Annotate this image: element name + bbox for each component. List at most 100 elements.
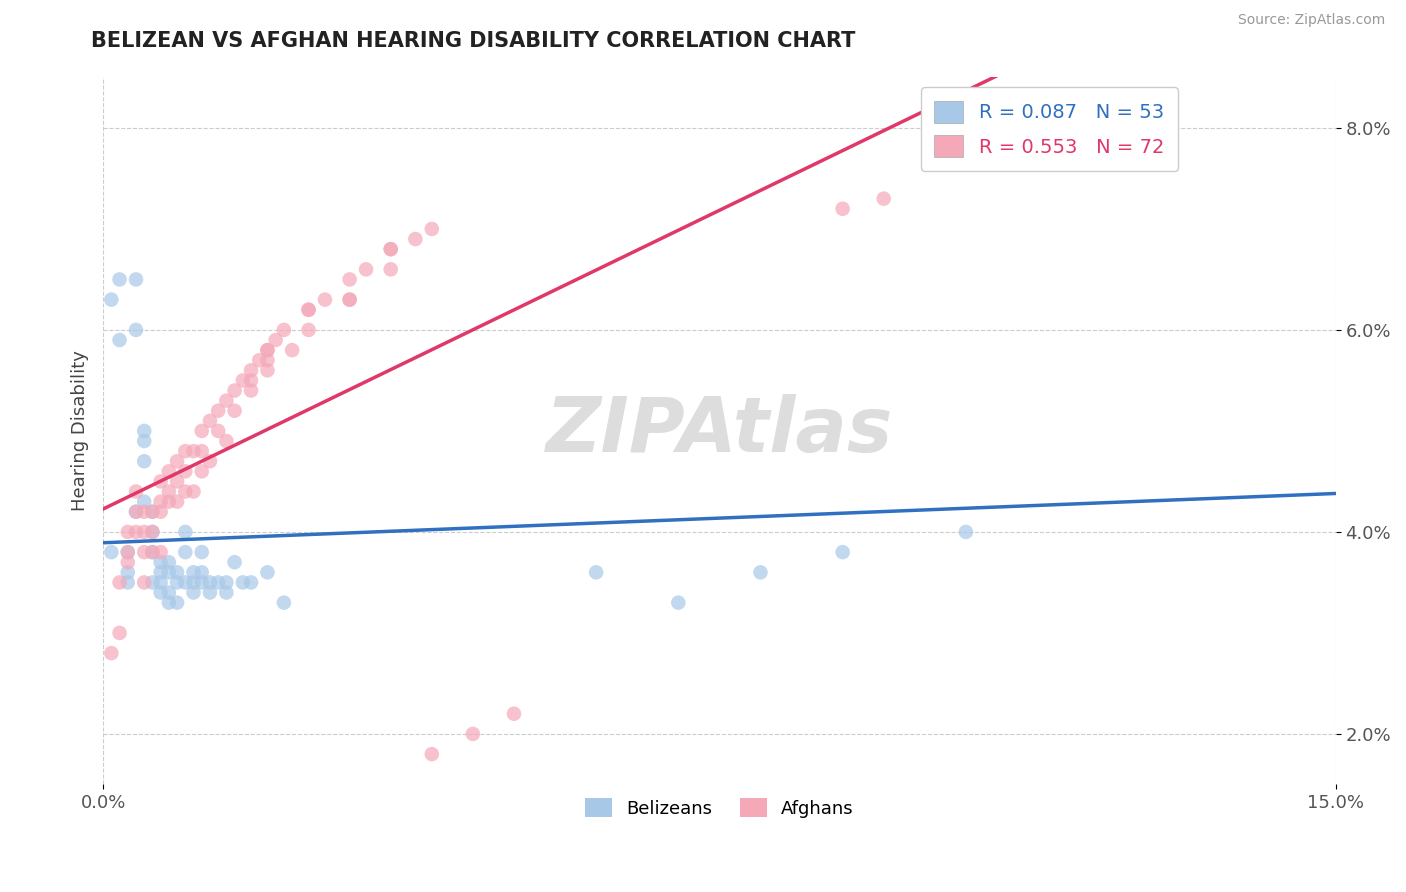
Point <box>157 555 180 569</box>
Point <box>339 293 361 307</box>
Point <box>157 494 180 508</box>
Point <box>207 424 229 438</box>
Point <box>354 262 377 277</box>
Point <box>134 454 156 468</box>
Point <box>831 202 853 216</box>
Point <box>174 524 197 539</box>
Point <box>224 555 246 569</box>
Point <box>149 566 172 580</box>
Point <box>215 393 238 408</box>
Point <box>224 384 246 398</box>
Point <box>190 444 212 458</box>
Point <box>749 566 772 580</box>
Point <box>461 727 484 741</box>
Point <box>141 505 163 519</box>
Y-axis label: Hearing Disability: Hearing Disability <box>72 351 89 511</box>
Point <box>117 524 139 539</box>
Point <box>141 524 163 539</box>
Point <box>297 302 319 317</box>
Point <box>166 494 188 508</box>
Point <box>125 505 148 519</box>
Text: Source: ZipAtlas.com: Source: ZipAtlas.com <box>1237 13 1385 28</box>
Point <box>100 293 122 307</box>
Point <box>117 545 139 559</box>
Legend: Belizeans, Afghans: Belizeans, Afghans <box>578 790 860 825</box>
Point <box>157 596 180 610</box>
Point <box>149 585 172 599</box>
Point <box>141 505 163 519</box>
Point <box>420 747 443 761</box>
Point <box>190 575 212 590</box>
Point <box>108 333 131 347</box>
Point <box>134 424 156 438</box>
Point <box>134 494 156 508</box>
Point <box>955 524 977 539</box>
Point <box>215 575 238 590</box>
Point <box>404 232 426 246</box>
Point <box>125 524 148 539</box>
Point <box>207 403 229 417</box>
Point <box>380 242 402 256</box>
Point <box>125 505 148 519</box>
Point <box>183 484 205 499</box>
Point <box>339 272 361 286</box>
Point <box>117 575 139 590</box>
Point <box>174 484 197 499</box>
Point <box>380 262 402 277</box>
Point <box>141 575 163 590</box>
Point <box>190 424 212 438</box>
Point <box>174 545 197 559</box>
Point <box>141 545 163 559</box>
Point <box>240 384 263 398</box>
Point <box>134 434 156 448</box>
Point <box>134 524 156 539</box>
Point <box>183 585 205 599</box>
Point <box>198 585 221 599</box>
Point <box>117 566 139 580</box>
Point <box>256 343 278 358</box>
Point <box>256 363 278 377</box>
Point <box>149 475 172 489</box>
Point <box>108 626 131 640</box>
Point <box>183 566 205 580</box>
Point <box>174 575 197 590</box>
Point <box>831 545 853 559</box>
Point <box>117 555 139 569</box>
Point <box>166 475 188 489</box>
Point <box>100 545 122 559</box>
Point <box>666 596 689 610</box>
Point <box>108 575 131 590</box>
Point <box>166 566 188 580</box>
Point <box>134 575 156 590</box>
Point <box>157 464 180 478</box>
Point <box>232 373 254 387</box>
Point <box>166 454 188 468</box>
Point <box>141 524 163 539</box>
Point <box>183 575 205 590</box>
Point <box>273 596 295 610</box>
Point <box>247 353 270 368</box>
Point <box>380 242 402 256</box>
Point <box>149 505 172 519</box>
Point <box>240 575 263 590</box>
Point <box>339 293 361 307</box>
Point <box>190 464 212 478</box>
Point <box>149 494 172 508</box>
Point <box>420 222 443 236</box>
Point <box>174 444 197 458</box>
Point <box>157 566 180 580</box>
Point <box>314 293 336 307</box>
Point <box>157 585 180 599</box>
Point <box>232 575 254 590</box>
Text: ZIPAtlas: ZIPAtlas <box>546 394 893 468</box>
Point <box>215 434 238 448</box>
Point <box>273 323 295 337</box>
Point <box>264 333 287 347</box>
Point <box>207 575 229 590</box>
Point <box>198 575 221 590</box>
Point <box>174 464 197 478</box>
Point <box>134 505 156 519</box>
Point <box>125 272 148 286</box>
Point <box>157 484 180 499</box>
Point <box>297 302 319 317</box>
